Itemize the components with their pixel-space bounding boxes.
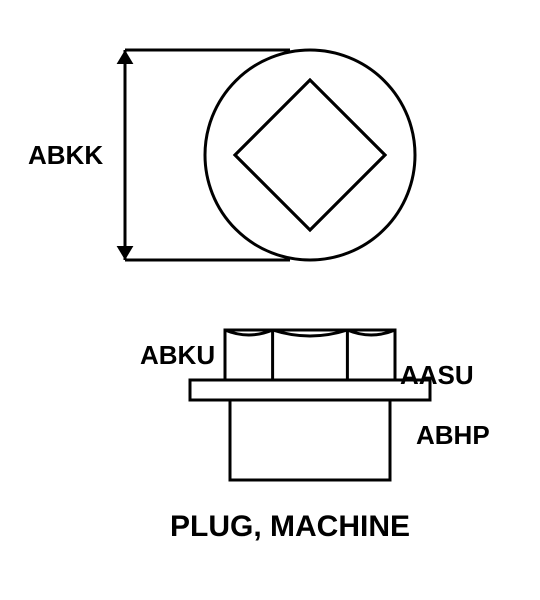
label-abhp: ABHP bbox=[416, 420, 490, 451]
label-abku: ABKU bbox=[140, 340, 215, 371]
label-aasu: AASU bbox=[400, 360, 474, 391]
title-plug-machine: PLUG, MACHINE bbox=[150, 510, 430, 544]
label-abkk: ABKK bbox=[28, 140, 103, 171]
